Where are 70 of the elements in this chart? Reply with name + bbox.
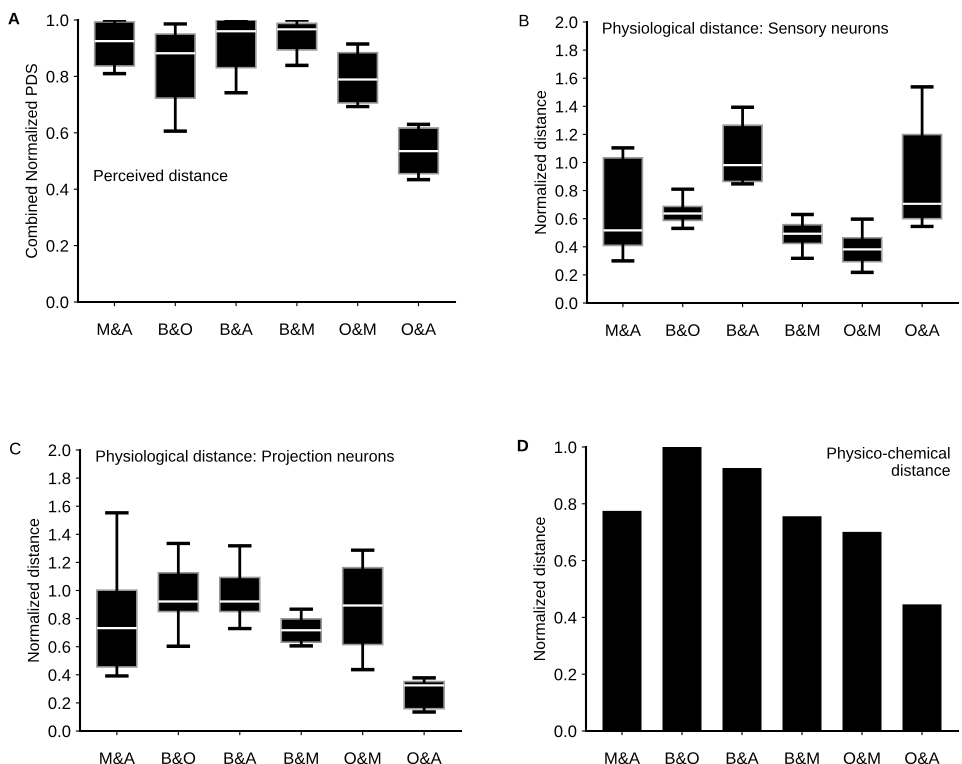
text: B bbox=[520, 14, 529, 26]
chart-title: Physiological distance: Projection neurons bbox=[96, 450, 394, 465]
x-tick-label: B&A bbox=[726, 752, 759, 764]
y-tick-label: 0.4 bbox=[46, 184, 68, 196]
y-axis-title: Normalized distance bbox=[27, 518, 40, 662]
y-tick-label: 0.2 bbox=[555, 269, 578, 282]
y-tick-label: 0.0 bbox=[555, 297, 578, 310]
text: A bbox=[8, 12, 20, 24]
x-tick-label: O&A bbox=[905, 752, 940, 764]
x-tick-label: B&O bbox=[162, 752, 196, 764]
x-tick-label: B&O bbox=[666, 324, 700, 336]
y-axis-title: Combined Normalized PDS bbox=[25, 64, 38, 258]
x-tick-label: M&A bbox=[606, 324, 641, 336]
x-tick-label: B&A bbox=[220, 323, 253, 336]
y-tick-label: 0.0 bbox=[48, 725, 70, 738]
y-tick-label: 1.6 bbox=[556, 72, 578, 84]
y-tick-label: 1.2 bbox=[49, 556, 70, 568]
x-tick-label: O&A bbox=[407, 752, 442, 764]
x-tick-label: O&M bbox=[844, 324, 880, 336]
x-tick-label: B&A bbox=[727, 324, 760, 336]
y-tick-label: 0.0 bbox=[46, 296, 68, 308]
y-tick-label: 1.2 bbox=[556, 128, 578, 140]
x-tick-label: M&A bbox=[605, 752, 640, 764]
x-tick-label: B&M bbox=[284, 752, 318, 764]
y-tick-label: 0.6 bbox=[48, 641, 70, 653]
y-tick-label: 2.0 bbox=[48, 444, 70, 456]
y-tick-label: 1.0 bbox=[49, 584, 70, 597]
y-tick-label: 1.0 bbox=[555, 441, 576, 454]
x-tick-label: B&O bbox=[159, 323, 192, 336]
y-tick-label: 1.0 bbox=[47, 14, 68, 26]
x-tick-label: B&M bbox=[280, 323, 314, 336]
y-axis-title: Normalized distance bbox=[534, 90, 546, 234]
x-tick-label: O&A bbox=[905, 324, 940, 336]
x-tick-label: B&O bbox=[666, 752, 699, 764]
y-tick-label: 1.8 bbox=[49, 472, 70, 484]
x-tick-label: B&M bbox=[786, 324, 820, 336]
x-tick-label: B&M bbox=[785, 752, 819, 764]
x-tick-label: O&A bbox=[402, 323, 436, 336]
x-tick-label: B&A bbox=[224, 752, 256, 764]
text: Perceived distance bbox=[94, 169, 228, 182]
y-tick-label: 0.4 bbox=[48, 669, 70, 682]
x-tick-label: M&A bbox=[98, 323, 133, 336]
chart-title: Physico-chemical distance bbox=[828, 447, 950, 476]
y-tick-label: 0.8 bbox=[555, 185, 578, 197]
y-tick-label: 0.6 bbox=[46, 127, 68, 140]
x-tick-label: O&M bbox=[844, 752, 880, 764]
y-axis-title: Normalized distance bbox=[533, 517, 546, 660]
y-tick-label: 0.2 bbox=[554, 668, 576, 680]
y-tick-label: 1.4 bbox=[49, 528, 70, 540]
y-tick-label: 1.4 bbox=[556, 100, 578, 112]
chart-title: Physiological distance: Sensory neurons bbox=[603, 22, 888, 37]
y-tick-label: 0.4 bbox=[555, 241, 578, 254]
y-tick-label: 0.8 bbox=[48, 613, 70, 625]
y-tick-label: 0.8 bbox=[554, 498, 576, 510]
y-tick-label: 0.6 bbox=[555, 213, 578, 225]
x-tick-label: M&A bbox=[100, 752, 135, 764]
text: C bbox=[10, 442, 21, 454]
y-tick-label: 1.8 bbox=[556, 44, 578, 56]
y-tick-label: 1.6 bbox=[49, 500, 70, 512]
text: D bbox=[518, 440, 528, 452]
y-tick-label: 0.2 bbox=[46, 240, 68, 252]
y-tick-label: 0.6 bbox=[554, 555, 576, 567]
y-tick-label: 2.0 bbox=[556, 16, 578, 28]
y-tick-label: 0.2 bbox=[48, 697, 70, 710]
y-tick-label: 1.0 bbox=[556, 156, 578, 169]
y-tick-label: 0.8 bbox=[46, 70, 68, 83]
y-tick-label: 0.4 bbox=[554, 612, 576, 624]
x-tick-label: O&M bbox=[340, 323, 376, 336]
y-tick-label: 0.0 bbox=[554, 725, 576, 738]
x-tick-label: O&M bbox=[344, 752, 380, 764]
